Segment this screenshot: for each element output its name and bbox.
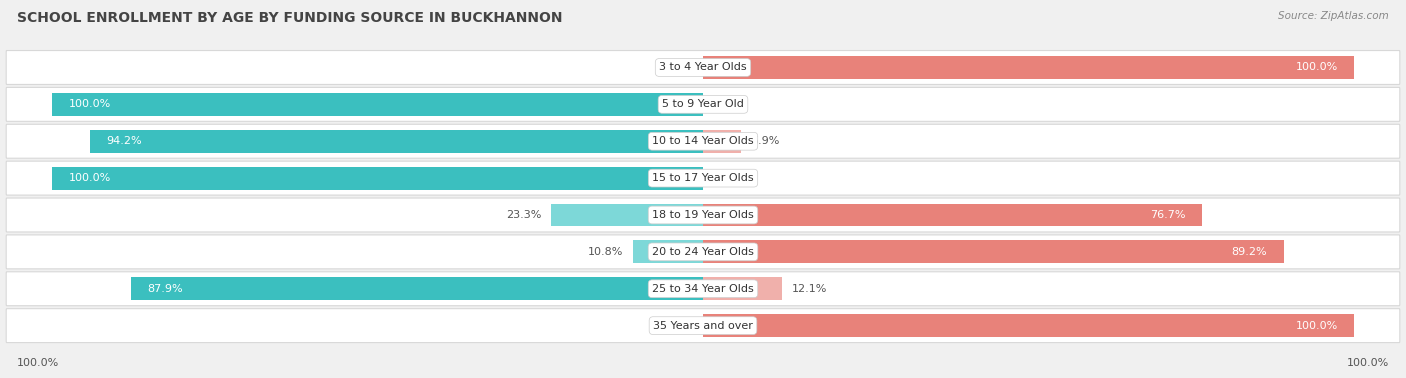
Bar	[703, 56, 1354, 79]
FancyBboxPatch shape	[6, 309, 1400, 342]
Text: 25 to 34 Year Olds: 25 to 34 Year Olds	[652, 284, 754, 294]
Text: 35 Years and over: 35 Years and over	[652, 321, 754, 331]
FancyBboxPatch shape	[6, 161, 1400, 195]
Text: 15 to 17 Year Olds: 15 to 17 Year Olds	[652, 173, 754, 183]
Text: 5 to 9 Year Old: 5 to 9 Year Old	[662, 99, 744, 109]
Text: 20 to 24 Year Olds: 20 to 24 Year Olds	[652, 247, 754, 257]
Text: 0.0%: 0.0%	[665, 321, 693, 331]
Bar	[703, 204, 1202, 226]
Bar	[703, 314, 1354, 337]
Bar	[703, 240, 1284, 263]
Text: 23.3%: 23.3%	[506, 210, 541, 220]
Text: 89.2%: 89.2%	[1232, 247, 1267, 257]
Bar	[633, 240, 703, 263]
Text: 0.0%: 0.0%	[665, 62, 693, 73]
Bar	[90, 130, 703, 153]
FancyBboxPatch shape	[6, 87, 1400, 121]
Text: 10.8%: 10.8%	[588, 247, 623, 257]
Text: SCHOOL ENROLLMENT BY AGE BY FUNDING SOURCE IN BUCKHANNON: SCHOOL ENROLLMENT BY AGE BY FUNDING SOUR…	[17, 11, 562, 25]
Bar	[703, 130, 741, 153]
Text: Source: ZipAtlas.com: Source: ZipAtlas.com	[1278, 11, 1389, 21]
FancyBboxPatch shape	[6, 51, 1400, 84]
Text: 76.7%: 76.7%	[1150, 210, 1187, 220]
Text: 0.0%: 0.0%	[713, 99, 741, 109]
Text: 100.0%: 100.0%	[1295, 321, 1337, 331]
Bar	[551, 204, 703, 226]
Text: 18 to 19 Year Olds: 18 to 19 Year Olds	[652, 210, 754, 220]
Text: 100.0%: 100.0%	[1295, 62, 1337, 73]
FancyBboxPatch shape	[6, 124, 1400, 158]
Text: 87.9%: 87.9%	[148, 284, 183, 294]
Text: 100.0%: 100.0%	[69, 173, 111, 183]
Text: 100.0%: 100.0%	[17, 358, 59, 368]
Text: 94.2%: 94.2%	[105, 136, 142, 146]
Text: 10 to 14 Year Olds: 10 to 14 Year Olds	[652, 136, 754, 146]
Bar	[131, 277, 703, 300]
FancyBboxPatch shape	[6, 198, 1400, 232]
Text: 5.9%: 5.9%	[751, 136, 779, 146]
FancyBboxPatch shape	[6, 272, 1400, 306]
Text: 100.0%: 100.0%	[69, 99, 111, 109]
FancyBboxPatch shape	[6, 235, 1400, 269]
Text: 3 to 4 Year Olds: 3 to 4 Year Olds	[659, 62, 747, 73]
Text: 12.1%: 12.1%	[792, 284, 827, 294]
Text: 0.0%: 0.0%	[713, 173, 741, 183]
Bar	[52, 167, 703, 189]
Text: 100.0%: 100.0%	[1347, 358, 1389, 368]
Bar	[703, 277, 782, 300]
Bar	[52, 93, 703, 116]
